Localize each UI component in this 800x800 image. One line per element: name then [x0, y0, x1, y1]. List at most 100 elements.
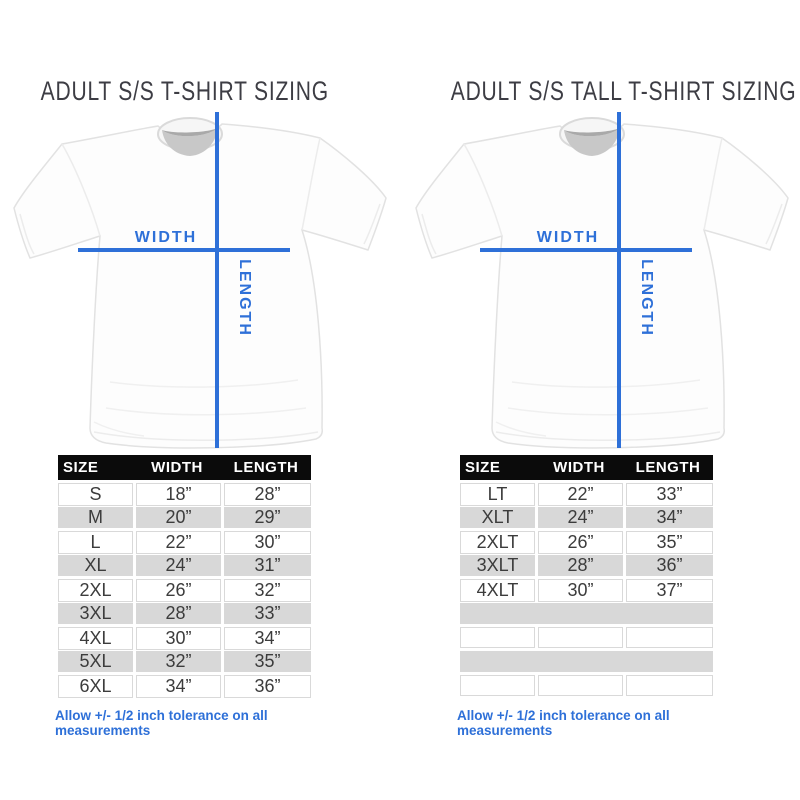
size-table-regular: SIZE WIDTH LENGTH S 18” 28” M 20” 29” L 22” 30…	[55, 455, 311, 738]
table-cell: 33”	[224, 603, 311, 624]
table-cell: 28”	[136, 603, 221, 624]
table-row-empty	[460, 603, 713, 624]
header-cell-width: WIDTH	[553, 459, 605, 476]
tshirt-body	[415, 123, 789, 449]
table-cell: 26”	[136, 579, 221, 602]
table-cell: 22”	[136, 531, 221, 554]
size-table-tall: SIZE WIDTH LENGTH LT 22” 33” XLT 24” 34” 2XL…	[457, 455, 713, 738]
table-cell: 20”	[136, 507, 221, 528]
tolerance-note: Allow +/- 1/2 inch tolerance on all meas…	[457, 708, 670, 738]
table-cell: 24”	[136, 555, 221, 576]
table-cell: 32”	[136, 651, 221, 672]
table-row: L 22” 30”	[58, 531, 311, 554]
table-row: M 20” 29”	[58, 507, 311, 528]
table-row: 2XL 26” 32”	[58, 579, 311, 602]
panel-title-regular-text: ADULT S/S T-SHIRT SIZING	[40, 76, 329, 106]
table-cell: 37”	[626, 579, 713, 602]
table-row: 4XLT 30” 37”	[460, 579, 713, 602]
width-label: WIDTH	[135, 229, 197, 246]
table-cell: 28”	[538, 555, 623, 576]
table-cell: 32”	[224, 579, 311, 602]
table-cell: 34”	[136, 675, 221, 698]
header-cell-length: LENGTH	[635, 459, 701, 476]
table-header: SIZE WIDTH LENGTH	[58, 455, 311, 480]
width-line	[78, 248, 290, 252]
table-cell: 2XLT	[460, 531, 535, 554]
table-cell: 3XL	[58, 603, 133, 624]
table-cell: 35”	[224, 651, 311, 672]
table-cell: 2XL	[58, 579, 133, 602]
tshirt-seams	[19, 137, 381, 441]
table-cell: 3XLT	[460, 555, 535, 576]
length-line	[617, 112, 621, 448]
table-cell: 4XLT	[460, 579, 535, 602]
table-cell: 22”	[538, 483, 623, 506]
tshirt-diagram-tall: WIDTH LENGTH	[415, 112, 789, 449]
table-cell: 30”	[538, 579, 623, 602]
table-cell: 29”	[224, 507, 311, 528]
table-row: 5XL 32” 35”	[58, 651, 311, 672]
table-row: 2XLT 26” 35”	[460, 531, 713, 554]
tshirt-wrinkles	[495, 379, 709, 437]
table-cell: 28”	[224, 483, 311, 506]
table-cell: 6XL	[58, 675, 133, 698]
table-row: 3XL 28” 33”	[58, 603, 311, 624]
table-cell	[460, 627, 535, 648]
length-line	[215, 112, 219, 448]
table-cell: 35”	[626, 531, 713, 554]
table-cell: XL	[58, 555, 133, 576]
table-row: 3XLT 28” 36”	[460, 555, 713, 576]
table-row: XLT 24” 34”	[460, 507, 713, 528]
table-cell	[538, 675, 623, 696]
tshirt-diagram-regular: WIDTH LENGTH	[13, 112, 387, 449]
table-cell: 18”	[136, 483, 221, 506]
table-header: SIZE WIDTH LENGTH	[460, 455, 713, 480]
table-row-empty	[460, 627, 713, 648]
table-row-empty	[460, 675, 713, 696]
table-cell: M	[58, 507, 133, 528]
table-row: LT 22” 33”	[460, 483, 713, 506]
tshirt-collar	[559, 117, 625, 156]
table-cell	[460, 675, 535, 696]
table-cell: L	[58, 531, 133, 554]
table-cell: 34”	[626, 507, 713, 528]
table-cell: 33”	[626, 483, 713, 506]
panel-title-tall: ADULT S/S TALL T-SHIRT SIZING	[402, 76, 796, 108]
table-cell: S	[58, 483, 133, 506]
table-cell: LT	[460, 483, 535, 506]
table-cell: 36”	[626, 555, 713, 576]
table-cell: 26”	[538, 531, 623, 554]
table-cell: 34”	[224, 627, 311, 650]
table-cell	[626, 675, 713, 696]
header-cell-size: SIZE	[465, 459, 501, 476]
tshirt-collar	[157, 117, 223, 156]
table-cell	[538, 627, 623, 648]
length-label: LENGTH	[236, 259, 253, 337]
tolerance-note: Allow +/- 1/2 inch tolerance on all meas…	[55, 708, 268, 738]
width-label: WIDTH	[537, 229, 599, 246]
table-row: 4XL 30” 34”	[58, 627, 311, 650]
table-cell: XLT	[460, 507, 535, 528]
table-row: 6XL 34” 36”	[58, 675, 311, 698]
table-cell: 36”	[224, 675, 311, 698]
table-cell: 4XL	[58, 627, 133, 650]
tshirt-body	[13, 123, 387, 449]
tshirt-wrinkles	[93, 379, 307, 437]
table-row-empty	[460, 651, 713, 672]
table-cell: 31”	[224, 555, 311, 576]
table-row: S 18” 28”	[58, 483, 311, 506]
table-cell	[626, 627, 713, 648]
table-cell: 30”	[224, 531, 311, 554]
header-cell-length: LENGTH	[233, 459, 299, 476]
table-cell: 5XL	[58, 651, 133, 672]
table-cell: 24”	[538, 507, 623, 528]
table-row: XL 24” 31”	[58, 555, 311, 576]
tshirt-seams	[421, 137, 783, 441]
table-cell: 30”	[136, 627, 221, 650]
length-label: LENGTH	[638, 259, 655, 337]
header-cell-size: SIZE	[63, 459, 99, 476]
header-cell-width: WIDTH	[151, 459, 203, 476]
width-line	[480, 248, 692, 252]
panel-title-regular: ADULT S/S T-SHIRT SIZING	[0, 76, 368, 108]
